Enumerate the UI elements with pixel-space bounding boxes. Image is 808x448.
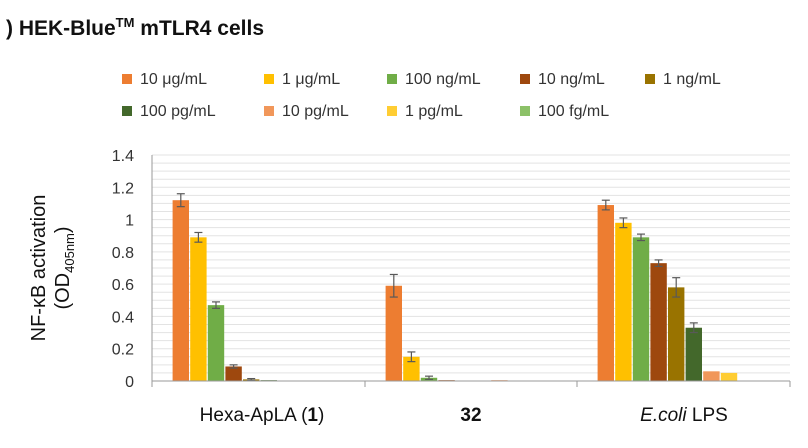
y-axis-ticks: 0 0.2 0.4 0.6 0.8 1 1.2 1.4 <box>112 148 134 391</box>
chart-title: ) HEK-BlueTM mTLR4 cells <box>6 15 264 40</box>
chart-title-superscript: TM <box>116 15 135 30</box>
y-axis-label-line2-suffix: ) <box>52 226 74 233</box>
legend-item: 1 pg/mL <box>387 103 463 120</box>
error-bar <box>689 322 698 334</box>
y-axis-label-line2-prefix: (OD <box>52 273 74 310</box>
y-tick-label: 0 <box>125 374 134 391</box>
error-bar <box>212 301 220 309</box>
bar <box>190 237 207 381</box>
legend-label: 1 ng/mL <box>663 71 721 88</box>
legend-label: 100 pg/mL <box>140 103 216 120</box>
legend-item: 100 pg/mL <box>122 103 216 120</box>
error-bar <box>176 193 185 208</box>
y-axis-label-line2-subscript: 405nm <box>62 233 77 273</box>
chart-axes <box>151 155 791 387</box>
error-bar <box>247 377 256 381</box>
legend-label: 1 pg/mL <box>405 103 463 120</box>
legend-label: 1 μg/mL <box>282 71 340 88</box>
legend-swatch <box>387 106 397 116</box>
x-category-label-part: LPS <box>687 405 728 426</box>
legend-item: 1 μg/mL <box>264 71 340 88</box>
bar <box>225 366 242 381</box>
legend-label: 10 μg/mL <box>140 71 207 88</box>
bar <box>403 356 420 381</box>
y-tick-label: 1.2 <box>112 180 134 197</box>
legend-item: 1 ng/mL <box>645 71 721 88</box>
error-bar <box>619 217 628 229</box>
bar <box>597 205 614 381</box>
error-bar <box>601 199 610 211</box>
x-axis-categories: Hexa-ApLA (1) 32 E.coli LPS <box>200 405 728 426</box>
x-category-label-part: 32 <box>460 405 481 426</box>
x-category-label-part: Hexa-ApLA ( <box>200 405 308 426</box>
legend-item: 10 μg/mL <box>122 71 207 88</box>
legend-label: 10 pg/mL <box>282 103 349 120</box>
x-category-label: Hexa-ApLA (1) <box>200 405 325 426</box>
y-tick-label: 0.8 <box>112 245 134 262</box>
y-tick-label: 0.4 <box>112 309 134 326</box>
bar <box>615 222 632 381</box>
error-bar <box>229 364 238 369</box>
error-bar <box>637 233 645 242</box>
legend-swatch <box>122 106 132 116</box>
y-tick-label: 1 <box>125 213 134 230</box>
legend-label: 100 fg/mL <box>538 103 609 120</box>
legend-swatch <box>520 74 530 84</box>
y-axis-label-line1: NF-κB activation <box>28 195 50 342</box>
legend-label: 10 ng/mL <box>538 71 605 88</box>
x-category-label-part: E.coli <box>640 405 687 426</box>
bar <box>703 371 720 381</box>
bar <box>385 285 402 381</box>
legend-swatch <box>387 74 397 84</box>
legend-label: 100 ng/mL <box>405 71 481 88</box>
chart-legend: 10 μg/mL 1 μg/mL 100 ng/mL 10 ng/mL 1 ng/mL 1… <box>122 71 721 120</box>
chart-title-suffix: mTLR4 cells <box>134 17 264 40</box>
y-axis-label-line2: (OD405nm) <box>52 226 77 309</box>
error-bar <box>407 351 416 363</box>
x-category-label: E.coli LPS <box>640 405 728 426</box>
y-axis-label: NF-κB activation (OD405nm) <box>28 195 77 342</box>
legend-item: 10 pg/mL <box>264 103 349 120</box>
y-tick-label: 1.4 <box>112 148 134 165</box>
bar <box>685 327 702 381</box>
x-category-label: 32 <box>460 405 481 426</box>
bar <box>650 263 667 381</box>
bar <box>668 287 685 381</box>
error-bar <box>672 277 681 298</box>
y-tick-label: 0.6 <box>112 277 134 294</box>
error-bar <box>425 375 433 380</box>
legend-item: 10 ng/mL <box>520 71 605 88</box>
x-category-label-part: 1 <box>307 405 318 426</box>
y-tick-label: 0.2 <box>112 342 134 359</box>
chart-bars <box>172 193 738 381</box>
error-bar <box>194 231 203 243</box>
error-bar <box>389 273 398 298</box>
bar <box>632 237 650 381</box>
bar <box>207 305 225 381</box>
chart-title-prefix: ) HEK-Blue <box>6 17 116 40</box>
legend-swatch <box>264 74 274 84</box>
x-category-label-part: ) <box>318 405 324 426</box>
legend-swatch <box>264 106 274 116</box>
bar <box>172 200 189 381</box>
error-bar <box>654 259 663 267</box>
legend-swatch <box>520 106 530 116</box>
legend-item: 100 ng/mL <box>387 71 481 88</box>
bar <box>720 372 738 381</box>
legend-swatch <box>122 74 132 84</box>
legend-item: 100 fg/mL <box>520 103 609 120</box>
legend-swatch <box>645 74 655 84</box>
chart-gridlines <box>152 154 790 374</box>
